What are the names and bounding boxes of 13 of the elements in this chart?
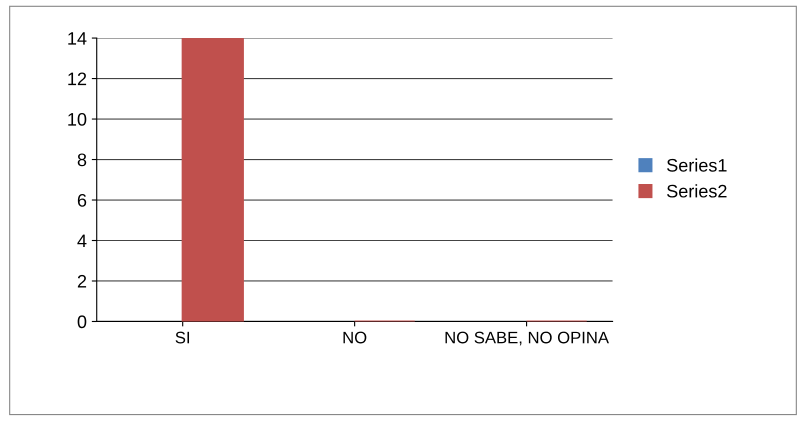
y-tick-label: 2	[78, 274, 86, 288]
y-tick-label: 6	[78, 194, 86, 207]
legend-label: Series1	[667, 158, 727, 172]
y-tick-label: 8	[78, 153, 86, 166]
y-tick-label: 14	[68, 32, 86, 45]
x-tick-label: SI	[176, 332, 190, 344]
y-tick-label: 12	[68, 72, 86, 86]
x-tick-label: NO SABE, NO OPINA	[446, 332, 609, 346]
y-tick-label: 10	[68, 112, 86, 126]
legend-label: Series2	[667, 184, 727, 198]
x-tick-label: NO	[344, 332, 366, 344]
y-tick-label: 0	[78, 315, 86, 328]
y-tick-label: 4	[77, 234, 86, 248]
